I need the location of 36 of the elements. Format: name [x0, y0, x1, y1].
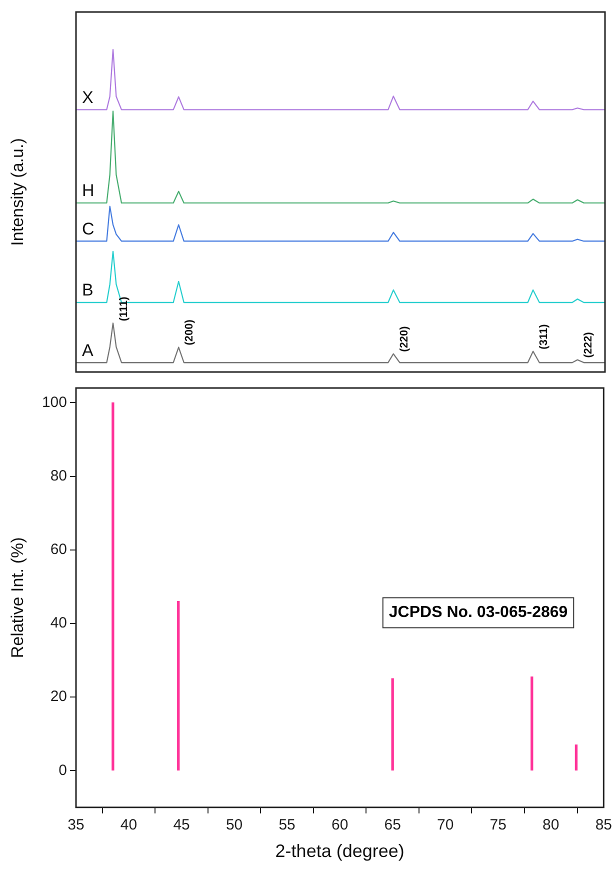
- x-tick-label: 70: [437, 816, 454, 834]
- x-tick-label: 75: [490, 816, 506, 834]
- annotation: (311): [538, 324, 550, 350]
- series-label: X: [82, 88, 94, 107]
- bar: [112, 402, 114, 770]
- y-axis-title: Relative Int. (%): [8, 537, 27, 658]
- x-tick-label: 60: [331, 816, 348, 834]
- y-tick-label: 40: [50, 614, 67, 632]
- bar: [574, 744, 578, 770]
- x-tick-label: 50: [226, 816, 243, 834]
- series-label: B: [82, 280, 94, 300]
- series-label: C: [82, 219, 94, 238]
- y-tick-label: 60: [50, 541, 67, 558]
- x-tick-label: 35: [68, 816, 84, 834]
- y-tick-label: 0: [58, 762, 67, 779]
- annotation: (220): [398, 326, 410, 352]
- annotation: (111): [118, 296, 130, 322]
- x-tick-label: 85: [595, 816, 612, 834]
- series-label: H: [82, 181, 94, 200]
- annotation: (222): [582, 332, 595, 358]
- x-tick-label: 65: [384, 816, 401, 834]
- x-tick-label: 55: [278, 816, 296, 834]
- y-tick-label: 20: [50, 688, 67, 706]
- y-tick-label: 80: [50, 467, 67, 484]
- bar: [177, 601, 180, 770]
- annotation: (200): [184, 319, 196, 346]
- x-axis-title: 2-theta (degree): [275, 841, 404, 862]
- annotation: JCPDS No. 03-065-2869: [388, 604, 568, 622]
- series-label: A: [82, 340, 94, 360]
- y-axis-title: Intensity (a.u.): [8, 138, 27, 246]
- x-tick-label: 80: [542, 816, 560, 834]
- bar: [530, 676, 534, 770]
- x-tick-label: 40: [120, 816, 138, 834]
- bar: [391, 678, 394, 770]
- x-tick-label: 45: [173, 816, 190, 834]
- y-tick-label: 100: [42, 394, 67, 411]
